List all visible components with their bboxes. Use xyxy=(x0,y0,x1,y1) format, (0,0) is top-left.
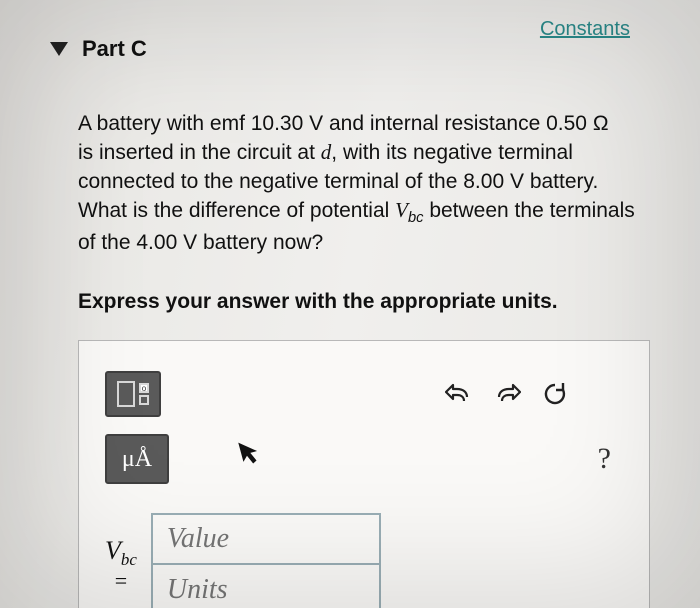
template-tool-button[interactable]: o xyxy=(105,371,161,417)
redo-icon[interactable] xyxy=(487,374,527,414)
template-superscript-icon: o xyxy=(139,383,149,393)
toolbar-row-1: o xyxy=(105,369,623,419)
part-label: Part C xyxy=(82,36,147,62)
undo-icon[interactable] xyxy=(439,374,479,414)
help-button[interactable]: ? xyxy=(598,442,611,476)
page-container: Constants Part C A battery with emf 10.3… xyxy=(20,0,690,608)
instruction-text: Express your answer with the appropriate… xyxy=(78,290,558,314)
toolbar-row-2: μÅ ? xyxy=(105,431,623,487)
collapse-caret-icon[interactable] xyxy=(50,42,68,56)
template-main-icon xyxy=(117,381,135,407)
template-subscript-icon xyxy=(139,395,149,405)
answer-box: o μÅ ? Vb xyxy=(78,340,650,608)
question-text: A battery with emf 10.30 V and internal … xyxy=(78,110,645,257)
value-input[interactable] xyxy=(151,513,381,565)
units-input[interactable] xyxy=(151,565,381,608)
answer-input-area: Vbc = xyxy=(105,513,623,608)
units-tool-button[interactable]: μÅ xyxy=(105,434,169,484)
reset-icon[interactable] xyxy=(535,374,575,414)
part-header[interactable]: Part C xyxy=(50,36,147,62)
keyboard-icon[interactable] xyxy=(583,374,623,414)
constants-link[interactable]: Constants xyxy=(540,18,630,41)
variable-label: Vbc = xyxy=(105,537,137,594)
